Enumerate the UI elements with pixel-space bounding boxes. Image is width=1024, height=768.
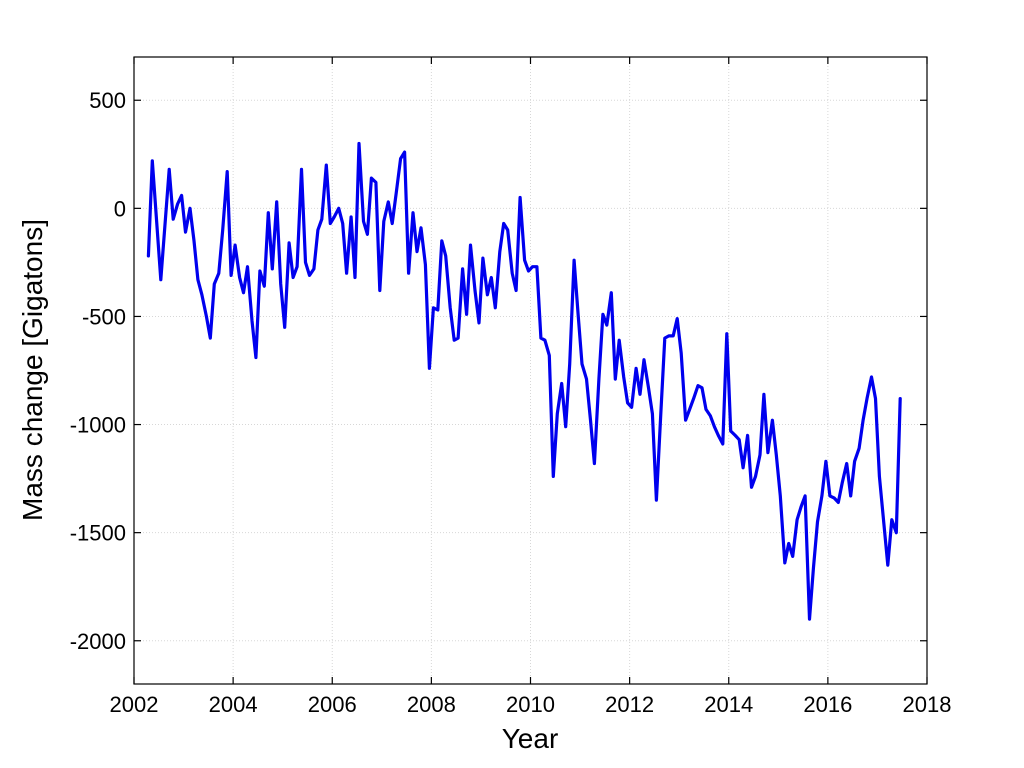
x-tick-label: 2004 <box>209 692 258 717</box>
x-axis-label: Year <box>502 723 559 754</box>
y-tick-label: 500 <box>89 88 126 113</box>
x-tick-label: 2014 <box>704 692 753 717</box>
y-tick-label: 0 <box>114 196 126 221</box>
x-axis-ticks: 2002 2004 2006 2008 2010 2012 2014 2016 2018 <box>110 57 952 717</box>
x-tick-label: 2006 <box>308 692 357 717</box>
y-tick-label: -1500 <box>70 521 126 546</box>
y-tick-label: -1000 <box>70 413 126 438</box>
x-tick-label: 2018 <box>903 692 952 717</box>
y-tick-label: -2000 <box>70 629 126 654</box>
x-tick-label: 2008 <box>407 692 456 717</box>
series-line <box>146 141 902 621</box>
y-tick-label: -500 <box>82 304 126 329</box>
x-tick-label: 2002 <box>110 692 159 717</box>
y-axis-ticks: 500 0 -500 -1000 -1500 -2000 <box>70 88 927 654</box>
x-tick-label: 2010 <box>506 692 555 717</box>
grid-lines <box>134 57 927 684</box>
x-tick-label: 2016 <box>803 692 852 717</box>
y-axis-label: Mass change [Gigatons] <box>17 219 48 521</box>
x-tick-label: 2012 <box>605 692 654 717</box>
